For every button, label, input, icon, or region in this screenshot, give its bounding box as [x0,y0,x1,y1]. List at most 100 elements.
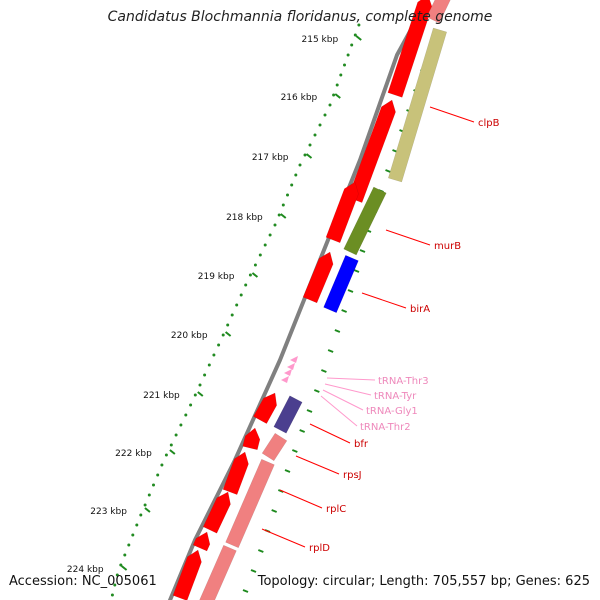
track-tick [359,249,366,253]
trna-leader [322,389,364,411]
scale-dot [239,293,243,297]
scale-dot [328,103,332,107]
scale-dot [226,323,230,327]
scale-dot [156,473,160,477]
scale-label: 220 kbp [171,331,208,341]
track-tick [321,369,327,373]
scale-dot [357,23,361,27]
gene-label-bfr: bfr [354,439,369,450]
scale-dot [184,413,188,417]
scale-dot [244,283,248,287]
scale-tick [334,93,341,99]
rplC-block [225,458,275,549]
scale-tick [144,507,151,513]
track-tick [341,309,347,313]
murB-block [343,186,387,256]
scale-tick [169,449,176,455]
cds-block [347,99,396,203]
scale-dot [263,243,267,247]
scale-dot [189,403,193,407]
gene-leader [361,292,407,309]
clpB-block [387,27,448,183]
scale-dot [343,63,346,67]
scale-dot [174,433,178,437]
map-title: Candidatus Blochmannia floridanus, compl… [107,9,493,25]
scale-dot [221,333,225,337]
cds-block [242,427,261,451]
scale-label: 223 kbp [90,507,127,517]
scale-dot [323,113,327,117]
track-tick [250,569,257,573]
scale-dots [110,23,361,597]
scale-dot [294,173,298,177]
scale-dot [110,593,114,597]
gene-leader [295,455,340,475]
track-tick [242,589,249,593]
scale-dot [147,493,151,497]
genome-backbone [167,0,430,600]
accession-label: Accession: NC_005061 [9,574,157,589]
scale-label: 215 kbp [302,35,339,45]
scale-dot [308,143,312,147]
scale-dot [258,253,262,257]
trna-arrow [287,363,295,370]
gene-label-rplD: rplD [309,543,330,554]
cds-block [202,491,231,534]
scale-dot [298,163,302,167]
scale-dot [235,303,239,307]
trna-label: tRNA-Tyr [374,391,417,402]
gene-label-rpsJ: rpsJ [343,470,362,481]
gene-label-rplC: rplC [326,504,346,515]
bfr-block [273,395,303,434]
scale-dot [152,483,155,487]
scale-label: 222 kbp [115,449,152,459]
scale-dot [217,343,221,347]
trna-leader [324,383,372,396]
birA-block [323,254,359,314]
track-tick [313,389,320,393]
gene-leader [385,229,431,246]
scale-label: 224 kbp [67,565,104,575]
rpsJ-block [261,432,288,462]
track-tick [257,549,264,553]
trna-label: tRNA-Thr3 [378,376,429,387]
scale-dot [273,223,277,227]
scale-dot [179,423,183,427]
track-tick [277,489,284,493]
track-tick [284,469,291,473]
scale-dot [318,123,322,127]
scale-dot [212,353,216,357]
scale-dot [346,53,350,57]
feature-track [172,0,451,600]
scale-dot [335,83,339,87]
scale-dot [193,393,197,397]
scale-dot [139,513,143,517]
cds-block [302,251,334,304]
gene-leader [279,489,323,509]
gene-label-birA: birA [410,304,430,315]
scale-dot [160,463,164,467]
gene-label-clpB: clpB [478,118,500,129]
cds-block [387,0,433,98]
trna-leader [320,395,358,427]
scale-dot [313,133,317,137]
track-tick [271,509,278,513]
gene-label-murB: murB [434,241,461,252]
scale-tick [120,565,128,571]
track-tick [306,409,313,413]
scale-dot [123,553,127,557]
scale-dot [164,453,168,457]
scale-dot [207,363,211,367]
scale-dot [119,563,123,567]
scale-dot [198,383,202,387]
track-tick [299,429,306,433]
track-tick [327,349,334,353]
scale-label: 216 kbp [281,93,318,103]
track-tick [347,289,354,293]
scale-dot [115,573,119,577]
gene-leader [261,528,306,548]
scale-label: 218 kbp [226,213,263,223]
scale-dot [135,523,139,527]
backbone-line [167,0,430,600]
cds-block [253,392,277,424]
